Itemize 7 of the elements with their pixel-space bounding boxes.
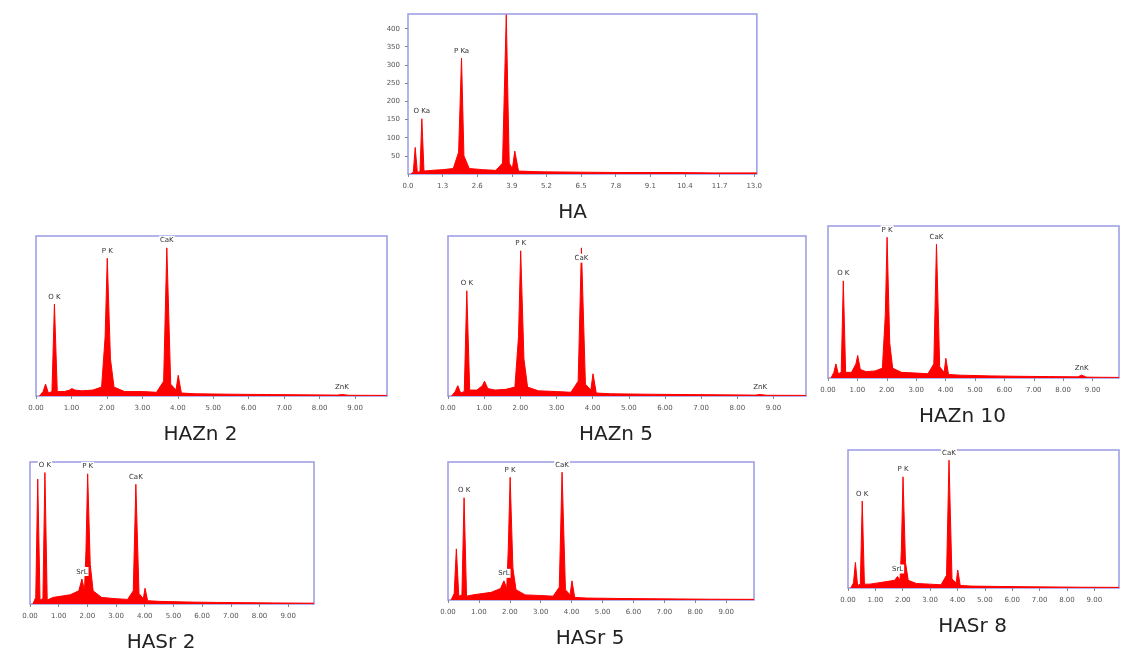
text: HAZn 10 [919,403,1006,427]
text: HAZn 2 [163,421,238,445]
text: HASr 8 [938,613,1007,637]
text: HASr 5 [555,625,625,649]
text: HA [558,199,588,223]
text: HAZn 5 [578,421,654,445]
text: HASr 2 [126,629,196,653]
